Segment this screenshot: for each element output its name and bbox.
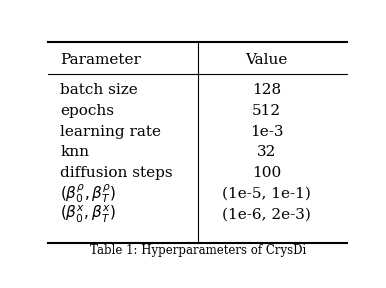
Text: batch size: batch size bbox=[60, 84, 138, 97]
Text: 1e-3: 1e-3 bbox=[250, 125, 283, 139]
Text: diffusion steps: diffusion steps bbox=[60, 166, 173, 180]
Text: Table 1: Hyperparameters of CrysDi: Table 1: Hyperparameters of CrysDi bbox=[90, 244, 306, 257]
Text: learning rate: learning rate bbox=[60, 125, 161, 139]
Text: 128: 128 bbox=[252, 84, 281, 97]
Text: (1e-5, 1e-1): (1e-5, 1e-1) bbox=[222, 187, 311, 200]
Text: $(\beta_0^{\rho}, \beta_T^{\rho})$: $(\beta_0^{\rho}, \beta_T^{\rho})$ bbox=[60, 182, 117, 205]
Text: epochs: epochs bbox=[60, 104, 114, 118]
Text: (1e-6, 2e-3): (1e-6, 2e-3) bbox=[222, 207, 311, 221]
Text: 512: 512 bbox=[252, 104, 281, 118]
Text: Parameter: Parameter bbox=[60, 53, 141, 67]
Text: Value: Value bbox=[245, 53, 288, 67]
Text: knn: knn bbox=[60, 145, 89, 159]
Text: $(\beta_0^{x}, \beta_T^{x})$: $(\beta_0^{x}, \beta_T^{x})$ bbox=[60, 204, 116, 225]
Text: 100: 100 bbox=[252, 166, 281, 180]
Text: 32: 32 bbox=[257, 145, 276, 159]
